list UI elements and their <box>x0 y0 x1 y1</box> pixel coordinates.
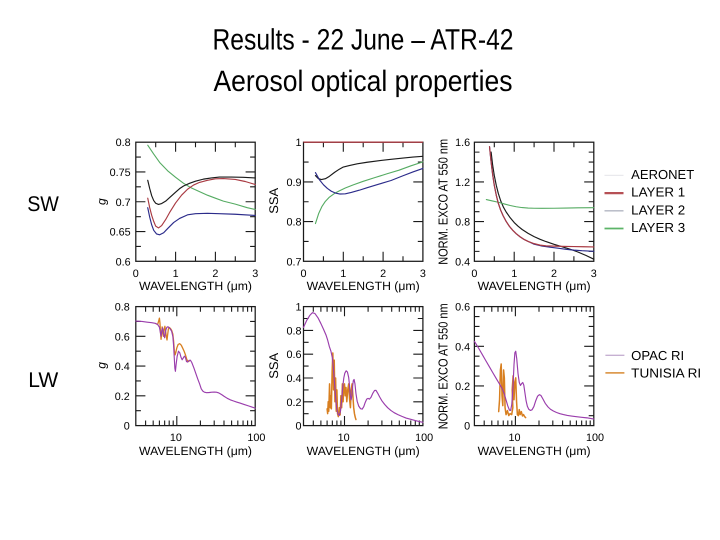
svg-text:0: 0 <box>464 421 470 433</box>
svg-text:OPAC RI: OPAC RI <box>631 348 684 363</box>
svg-text:0.7: 0.7 <box>286 256 301 268</box>
svg-text:0: 0 <box>133 268 139 280</box>
svg-text:0.4: 0.4 <box>286 373 301 385</box>
svg-text:100: 100 <box>247 432 265 444</box>
svg-text:3: 3 <box>252 268 258 280</box>
svg-text:NORM. EXCO AT 550 nm: NORM. EXCO AT 550 nm <box>436 303 451 429</box>
svg-text:WAVELENGTH (μm): WAVELENGTH (μm) <box>478 444 591 458</box>
svg-text:10: 10 <box>170 432 182 444</box>
svg-text:WAVELENGTH (μm): WAVELENGTH (μm) <box>307 444 420 458</box>
svg-text:0.4: 0.4 <box>115 361 130 373</box>
svg-text:0: 0 <box>471 268 477 280</box>
svg-text:0.65: 0.65 <box>110 227 131 239</box>
svg-text:LAYER 1: LAYER 1 <box>631 185 685 200</box>
svg-text:10: 10 <box>508 432 520 444</box>
svg-text:2: 2 <box>551 268 557 280</box>
svg-text:2: 2 <box>380 268 386 280</box>
svg-text:1: 1 <box>295 302 301 314</box>
svg-text:0.8: 0.8 <box>115 302 130 314</box>
svg-text:0.6: 0.6 <box>455 302 470 314</box>
svg-text:0.75: 0.75 <box>110 167 131 179</box>
svg-text:WAVELENGTH (μm): WAVELENGTH (μm) <box>139 279 252 293</box>
svg-text:AERONET: AERONET <box>631 167 694 182</box>
svg-text:WAVELENGTH (μm): WAVELENGTH (μm) <box>307 279 420 293</box>
svg-text:NORM. EXCO AT 550 nm: NORM. EXCO AT 550 nm <box>436 139 451 265</box>
svg-text:0: 0 <box>295 421 301 433</box>
svg-text:LAYER 3: LAYER 3 <box>631 220 685 235</box>
svg-text:Results - 22 June – ATR-42: Results - 22 June – ATR-42 <box>213 24 514 57</box>
svg-text:2: 2 <box>212 268 218 280</box>
svg-text:0.7: 0.7 <box>116 197 131 209</box>
svg-text:0.8: 0.8 <box>286 217 301 229</box>
svg-text:100: 100 <box>415 432 433 444</box>
svg-text:0.6: 0.6 <box>286 349 301 361</box>
svg-text:LW: LW <box>28 368 59 392</box>
svg-text:Aerosol optical properties: Aerosol optical properties <box>214 65 513 98</box>
svg-text:0.9: 0.9 <box>286 177 301 189</box>
svg-text:g: g <box>95 198 109 205</box>
svg-text:0.8: 0.8 <box>455 217 470 229</box>
svg-text:LAYER 2: LAYER 2 <box>631 202 685 217</box>
svg-text:0: 0 <box>300 268 306 280</box>
svg-text:0.4: 0.4 <box>455 256 470 268</box>
svg-text:0.6: 0.6 <box>115 331 130 343</box>
svg-text:WAVELENGTH (μm): WAVELENGTH (μm) <box>478 279 591 293</box>
svg-text:100: 100 <box>586 432 604 444</box>
svg-text:1.6: 1.6 <box>455 137 470 149</box>
svg-text:0.4: 0.4 <box>455 341 470 353</box>
svg-text:10: 10 <box>338 432 350 444</box>
svg-text:3: 3 <box>591 268 597 280</box>
svg-text:0.2: 0.2 <box>455 381 470 393</box>
svg-text:0: 0 <box>124 421 130 433</box>
svg-text:g: g <box>95 362 109 369</box>
svg-text:0.8: 0.8 <box>116 137 131 149</box>
svg-text:1: 1 <box>295 137 301 149</box>
svg-text:0.8: 0.8 <box>286 325 301 337</box>
svg-text:1: 1 <box>173 268 179 280</box>
svg-text:WAVELENGTH (μm): WAVELENGTH (μm) <box>139 444 252 458</box>
svg-text:1.2: 1.2 <box>455 177 470 189</box>
svg-text:SSA: SSA <box>267 187 281 214</box>
svg-text:1: 1 <box>511 268 517 280</box>
svg-text:SSA: SSA <box>267 352 281 379</box>
svg-text:SW: SW <box>27 192 60 216</box>
svg-text:TUNISIA RI: TUNISIA RI <box>631 365 701 380</box>
svg-text:0.2: 0.2 <box>115 391 130 403</box>
svg-text:1: 1 <box>340 268 346 280</box>
svg-text:3: 3 <box>420 268 426 280</box>
svg-text:0.6: 0.6 <box>116 256 131 268</box>
svg-text:0.2: 0.2 <box>286 397 301 409</box>
